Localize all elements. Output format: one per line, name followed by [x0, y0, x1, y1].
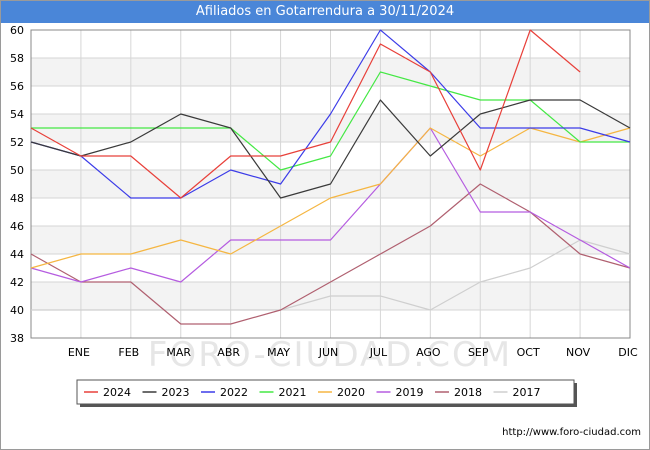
series-lines: [30, 29, 631, 325]
legend-label: 2022: [220, 386, 248, 399]
x-tick-label: DIC: [618, 346, 638, 359]
y-tick-label: 50: [10, 164, 24, 177]
plot-border: [30, 29, 631, 339]
series-line-2024: [30, 29, 581, 199]
y-axis-ticks: 38 40 42 44 46 48 50 52 54 56 58 60: [10, 24, 24, 345]
x-tick-label: JUL: [369, 346, 388, 359]
chart-title: Afiliados en Gotarrendura a 30/11/2024: [1, 1, 649, 23]
y-tick-label: 44: [10, 248, 24, 261]
series-line-2019: [30, 127, 631, 283]
x-tick-label: MAY: [267, 346, 290, 359]
x-tick-label: AGO: [416, 346, 441, 359]
y-tick-label: 60: [10, 24, 24, 37]
series-line-2022: [30, 29, 631, 199]
x-axis-ticks: ENE FEB MAR ABR MAY JUN JUL AGO SEP OCT NOV DIC: [68, 346, 638, 359]
x-tick-label: SEP: [468, 346, 489, 359]
y-tick-label: 52: [10, 136, 24, 149]
x-tick-label: NOV: [566, 346, 591, 359]
y-tick-label: 54: [10, 108, 24, 121]
x-tick-label: ENE: [68, 346, 90, 359]
y-tick-label: 56: [10, 80, 24, 93]
legend-label: 2023: [162, 386, 190, 399]
legend-label: 2020: [337, 386, 365, 399]
legend-label: 2018: [454, 386, 482, 399]
y-tick-label: 38: [10, 332, 24, 345]
watermark: FORO-CIUDAD.COM: [148, 335, 512, 375]
legend: 2024 2023 2022 2021 2020 2019 2018 2017: [76, 379, 577, 407]
x-tick-label: FEB: [118, 346, 139, 359]
legend-label: 2021: [279, 386, 307, 399]
legend-label: 2024: [103, 386, 131, 399]
x-tick-label: ABR: [217, 346, 240, 359]
legend-label: 2019: [396, 386, 424, 399]
x-tick-label: JUN: [318, 346, 339, 359]
series-line-2023: [30, 99, 631, 199]
y-tick-label: 46: [10, 220, 24, 233]
x-tick-label: OCT: [517, 346, 540, 359]
y-tick-label: 40: [10, 304, 24, 317]
plot-area-border: [30, 29, 631, 339]
y-tick-label: 58: [10, 52, 24, 65]
y-tick-label: 42: [10, 276, 24, 289]
y-tick-label: 48: [10, 192, 24, 205]
series-line-2017: [31, 239, 631, 311]
source-url[interactable]: http://www.foro-ciudad.com: [502, 427, 641, 438]
x-tick-label: MAR: [166, 346, 191, 359]
legend-label: 2017: [513, 386, 541, 399]
